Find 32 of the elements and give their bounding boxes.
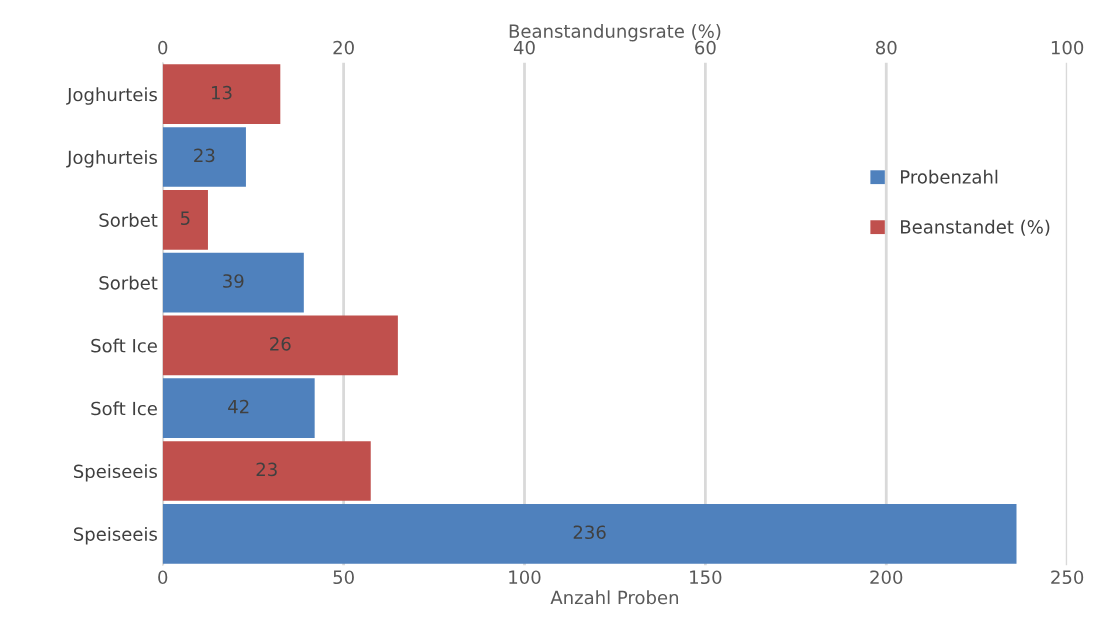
data-label: 42 bbox=[228, 399, 249, 414]
data-label: 236 bbox=[573, 525, 606, 540]
y-tick-label: Speiseeis bbox=[73, 464, 157, 482]
y-tick-label: Sorbet bbox=[99, 212, 158, 227]
y-tick-label: Soft Ice bbox=[91, 338, 157, 353]
data-label: 13 bbox=[212, 85, 232, 100]
data-label: 26 bbox=[270, 336, 291, 351]
x-tick-label: 250 bbox=[1051, 570, 1084, 585]
x2-tick-label: 20 bbox=[333, 40, 354, 55]
y-tick-label: Speiseeis bbox=[73, 526, 157, 545]
x-tick-label: 0 bbox=[158, 570, 168, 585]
data-label: 39 bbox=[223, 274, 244, 288]
y-tick-label: Soft Ice bbox=[91, 401, 157, 416]
y-tick-label: Joghurteis bbox=[66, 87, 157, 105]
x2-tick-label: 0 bbox=[158, 40, 168, 55]
x-tick-label: 100 bbox=[509, 570, 541, 585]
x-tick-label: 150 bbox=[690, 570, 722, 585]
x2-tick-label: 100 bbox=[1051, 40, 1084, 55]
data-label: 23 bbox=[256, 462, 277, 477]
data-label: 5 bbox=[180, 211, 190, 226]
x2-axis-title: Beanstandungsrate (%) bbox=[509, 23, 721, 42]
x-axis-title: Anzahl Proben bbox=[550, 590, 678, 605]
x-tick-label: 50 bbox=[333, 570, 354, 585]
data-label: 23 bbox=[194, 148, 215, 163]
y-tick-label: Joghurteis bbox=[66, 150, 157, 168]
x2-tick-label: 40 bbox=[513, 40, 535, 55]
x2-tick-label: 80 bbox=[876, 40, 897, 55]
x-tick-label: 200 bbox=[870, 570, 903, 585]
legend-label: Probenzahl bbox=[901, 169, 998, 184]
x2-tick-label: 60 bbox=[695, 40, 716, 55]
y-tick-label: Sorbet bbox=[99, 275, 158, 290]
legend-label: Beanstandet (%) bbox=[901, 219, 1050, 236]
